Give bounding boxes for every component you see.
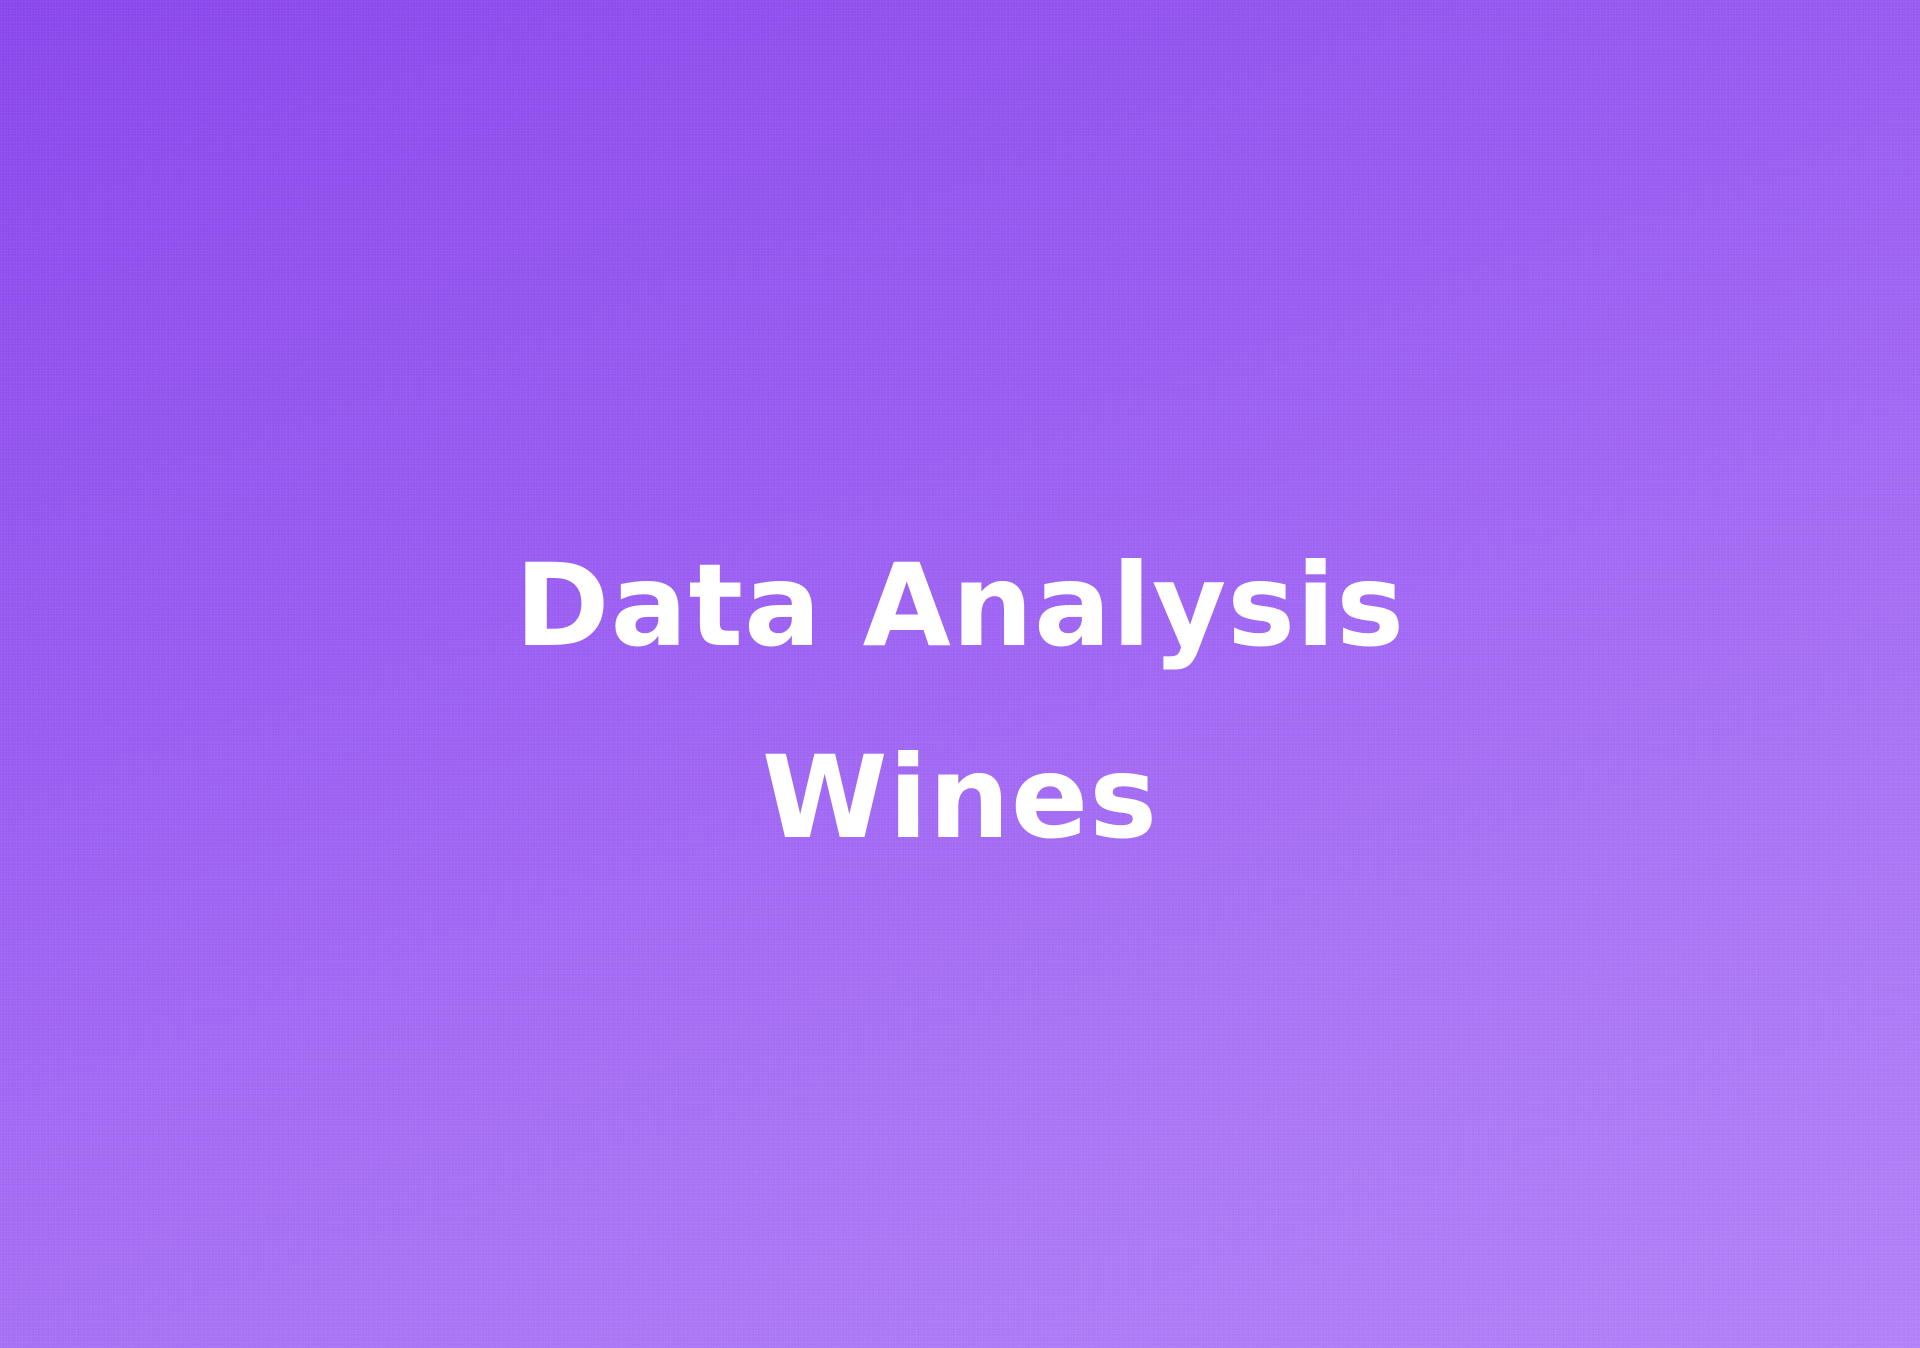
title-block: Data Analysis Wines (0, 510, 1920, 894)
title-line-2: Wines (761, 731, 1159, 864)
title-line-1: Data Analysis (514, 539, 1406, 672)
